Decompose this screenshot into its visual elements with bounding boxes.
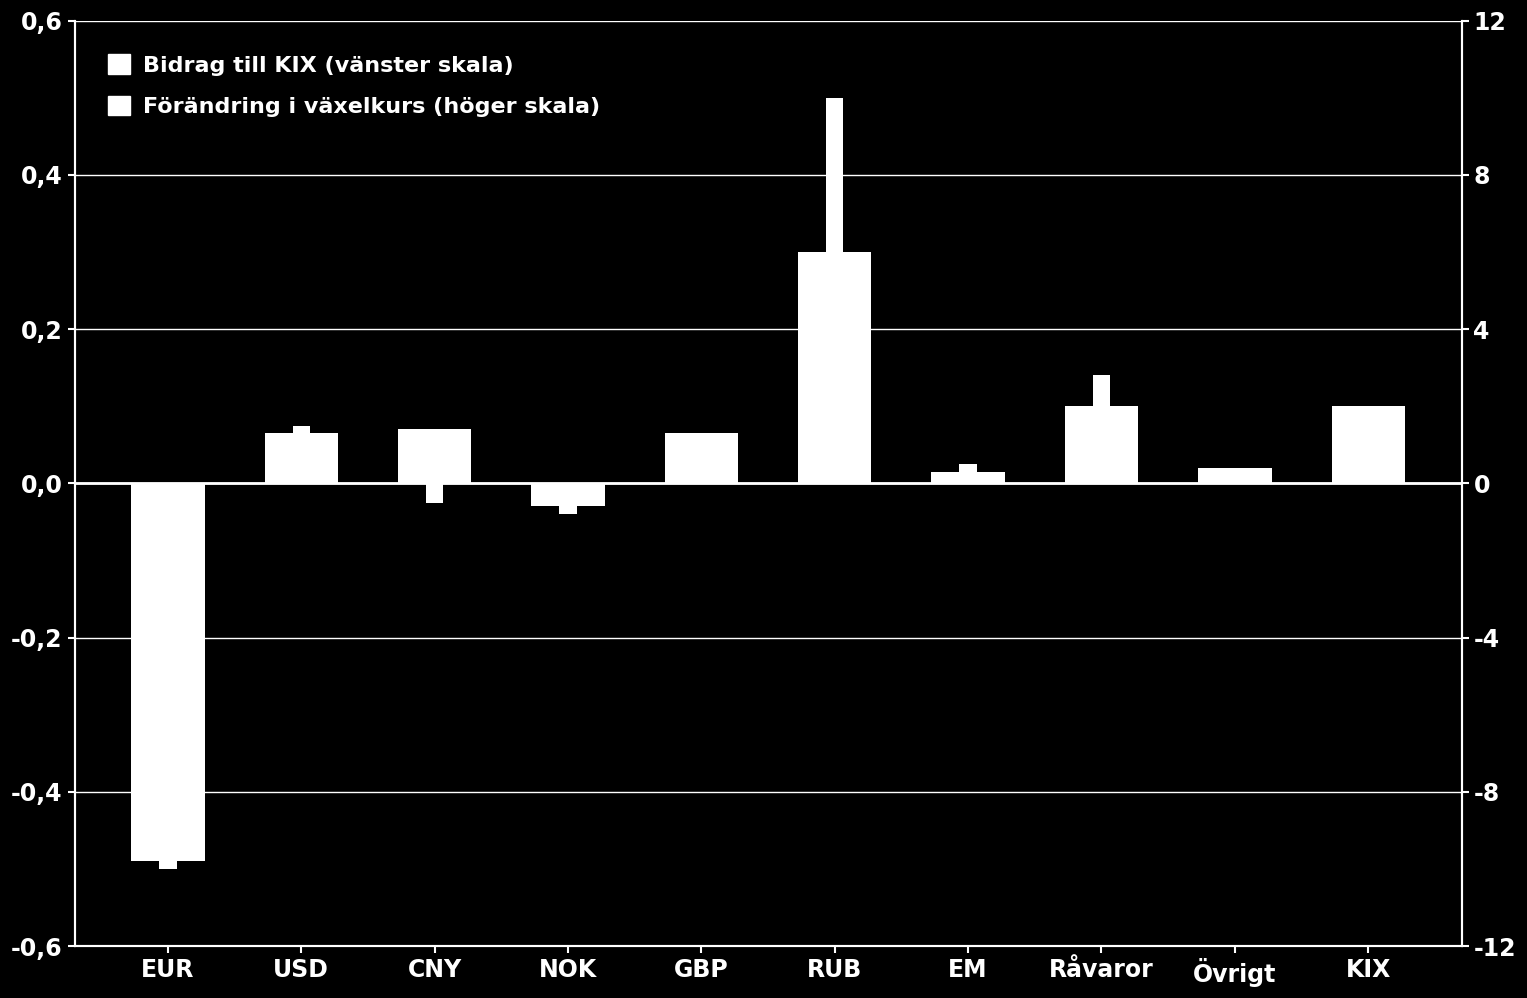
Bar [559, 483, 577, 514]
Bar [426, 483, 443, 503]
Bar [826, 98, 843, 483]
Bar [399, 429, 472, 483]
Bar [159, 483, 177, 869]
Bar [264, 433, 337, 483]
Legend: Bidrag till KIX (vänster skala), Förändring i växelkurs (höger skala): Bidrag till KIX (vänster skala), Förändr… [86, 32, 623, 140]
Bar [1332, 406, 1405, 483]
Bar [931, 472, 1005, 483]
Bar [1226, 472, 1243, 483]
Bar [959, 464, 977, 483]
Bar [664, 433, 738, 483]
Bar [799, 251, 872, 483]
Bar [531, 483, 605, 506]
Bar [693, 472, 710, 483]
Bar [131, 483, 205, 861]
Bar [1093, 375, 1110, 483]
Bar [1064, 406, 1138, 483]
Bar [293, 425, 310, 483]
Bar [1199, 468, 1272, 483]
